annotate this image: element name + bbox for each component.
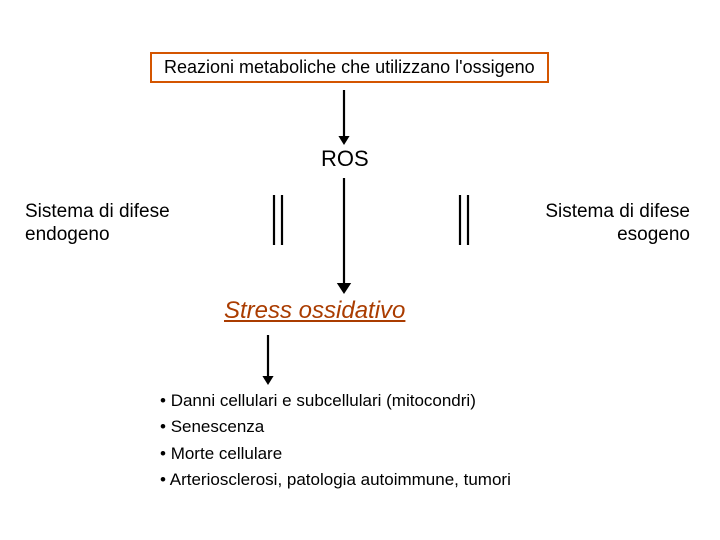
outcome-item: Senescenza	[160, 414, 511, 440]
outcome-item: Danni cellulari e subcellulari (mitocond…	[160, 388, 511, 414]
outcome-list: Danni cellulari e subcellulari (mitocond…	[160, 388, 511, 493]
outcome-item: Morte cellulare	[160, 441, 511, 467]
outcome-item: Arteriosclerosi, patologia autoimmune, t…	[160, 467, 511, 493]
